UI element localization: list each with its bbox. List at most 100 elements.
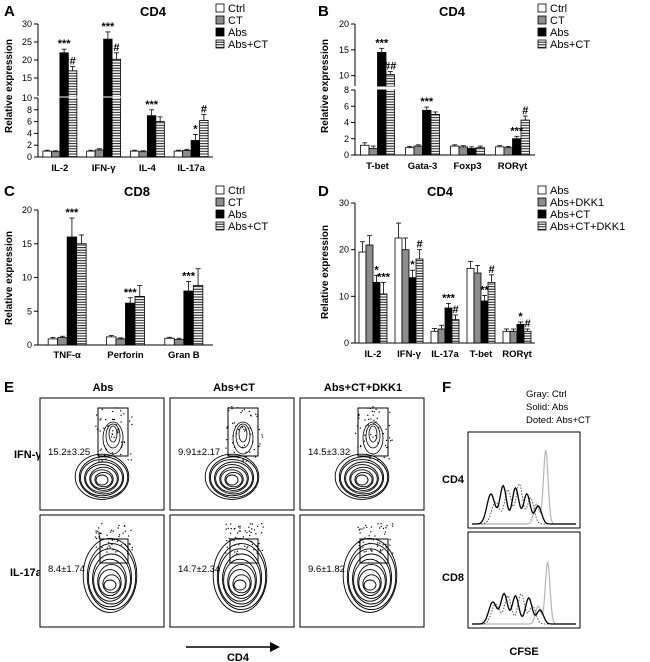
- event-dot: [254, 456, 257, 458]
- event-dot: [359, 532, 361, 534]
- event-dot: [376, 545, 379, 547]
- chart-b-legend-swatch: [537, 15, 547, 25]
- event-dot: [252, 441, 254, 443]
- event-dot: [368, 542, 370, 544]
- chart-b-legend-swatch: [537, 27, 547, 37]
- chart-c-bar: [47, 338, 59, 346]
- event-dot: [95, 536, 97, 538]
- chart-a-category-label: IL-2: [51, 163, 68, 174]
- chart-d-bar: [516, 323, 525, 344]
- event-dot: [242, 446, 244, 448]
- event-dot: [359, 528, 361, 530]
- event-dot: [226, 546, 228, 548]
- histogram-abs: [472, 484, 576, 525]
- event-dot: [249, 523, 252, 525]
- event-dot: [235, 425, 237, 427]
- chart-b-bar: [495, 146, 505, 156]
- chart-a-tick-label: 6: [27, 117, 32, 127]
- event-dot: [261, 523, 263, 525]
- event-dot: [117, 527, 119, 529]
- chart-a-significance-mark: *: [193, 124, 198, 136]
- event-dot: [249, 427, 251, 429]
- chart-a-tick-label: 10: [22, 93, 32, 103]
- event-dot: [101, 460, 103, 462]
- chart-d-legend-swatch: [537, 221, 547, 231]
- event-dot: [95, 532, 97, 534]
- panel-c-title: CD8: [124, 184, 150, 199]
- event-dot: [100, 418, 102, 420]
- contour-ring: [79, 458, 125, 497]
- panel-a-letter: A: [4, 3, 15, 20]
- event-dot: [380, 550, 382, 552]
- event-dot: [118, 524, 120, 527]
- gate-rectangle: [97, 407, 129, 457]
- contour-ring: [342, 537, 398, 613]
- chart-c-bar: [115, 338, 126, 346]
- event-dot: [237, 538, 239, 540]
- panel-f-row-cd4: CD4: [442, 474, 465, 486]
- event-dot: [234, 537, 236, 539]
- event-dot: [358, 542, 360, 544]
- chart-c-category-label: TNF-α: [53, 350, 81, 361]
- flow-plot: [299, 397, 425, 511]
- contour-ring: [358, 569, 382, 597]
- chart-d-significance-mark: ***: [442, 292, 456, 304]
- event-dot: [386, 551, 389, 553]
- event-dot: [227, 454, 230, 456]
- event-dot: [255, 545, 257, 547]
- flow-plot: [169, 397, 295, 511]
- event-dot: [229, 455, 231, 457]
- event-dot: [103, 427, 105, 429]
- chart-c-tick-label: 5: [27, 306, 32, 316]
- event-dot: [119, 410, 122, 412]
- event-dot: [97, 454, 100, 456]
- chart-c-bar: [192, 285, 204, 346]
- event-dot: [111, 539, 114, 541]
- event-dot: [379, 527, 381, 529]
- event-dot: [392, 523, 394, 525]
- chart-b-bar: [450, 145, 460, 156]
- event-dot: [228, 409, 230, 411]
- contour-ring: [217, 548, 263, 608]
- event-dot: [385, 428, 387, 430]
- panel-f-legend-gray: Gray: Ctrl: [526, 389, 567, 400]
- event-dot: [232, 435, 234, 437]
- event-dot: [233, 539, 235, 542]
- panel-c-ylabel: Relative expression: [4, 231, 15, 325]
- contour-ring: [214, 461, 253, 495]
- panel-e-col-abs-ct: Abs+CT: [213, 382, 255, 394]
- event-dot: [391, 439, 393, 441]
- event-dot: [247, 546, 249, 548]
- chart-a-bar: [50, 151, 61, 158]
- event-dot: [124, 530, 126, 532]
- event-dot: [373, 422, 375, 425]
- event-dot: [255, 413, 257, 415]
- event-dot: [378, 427, 380, 429]
- event-dot: [239, 530, 241, 532]
- event-dot: [116, 432, 118, 434]
- gate-contour: [105, 423, 121, 449]
- event-dot: [360, 547, 362, 549]
- event-dot: [233, 451, 235, 453]
- panel-e-row-ifng: IFN-γ: [14, 449, 42, 461]
- event-dot: [110, 529, 113, 531]
- event-dot: [228, 537, 230, 540]
- event-dot: [388, 424, 390, 427]
- event-dot: [105, 458, 107, 460]
- event-dot: [243, 428, 245, 431]
- chart-d-significance-mark: #: [524, 318, 530, 330]
- flow-plot: [169, 514, 295, 628]
- event-dot: [385, 439, 388, 441]
- chart-a-bar: [199, 120, 209, 158]
- event-dot: [120, 441, 123, 443]
- event-dot: [262, 526, 264, 528]
- event-dot: [358, 414, 360, 417]
- contour-ring: [338, 456, 389, 499]
- chart-a-tick-label: 30: [22, 19, 32, 29]
- event-dot: [360, 445, 362, 448]
- chart-d-bar: [379, 293, 388, 344]
- event-dot: [250, 415, 252, 417]
- chart-d-significance-mark: **: [480, 284, 489, 296]
- event-dot: [98, 532, 100, 534]
- chart-b-significance-mark: ***: [375, 37, 389, 49]
